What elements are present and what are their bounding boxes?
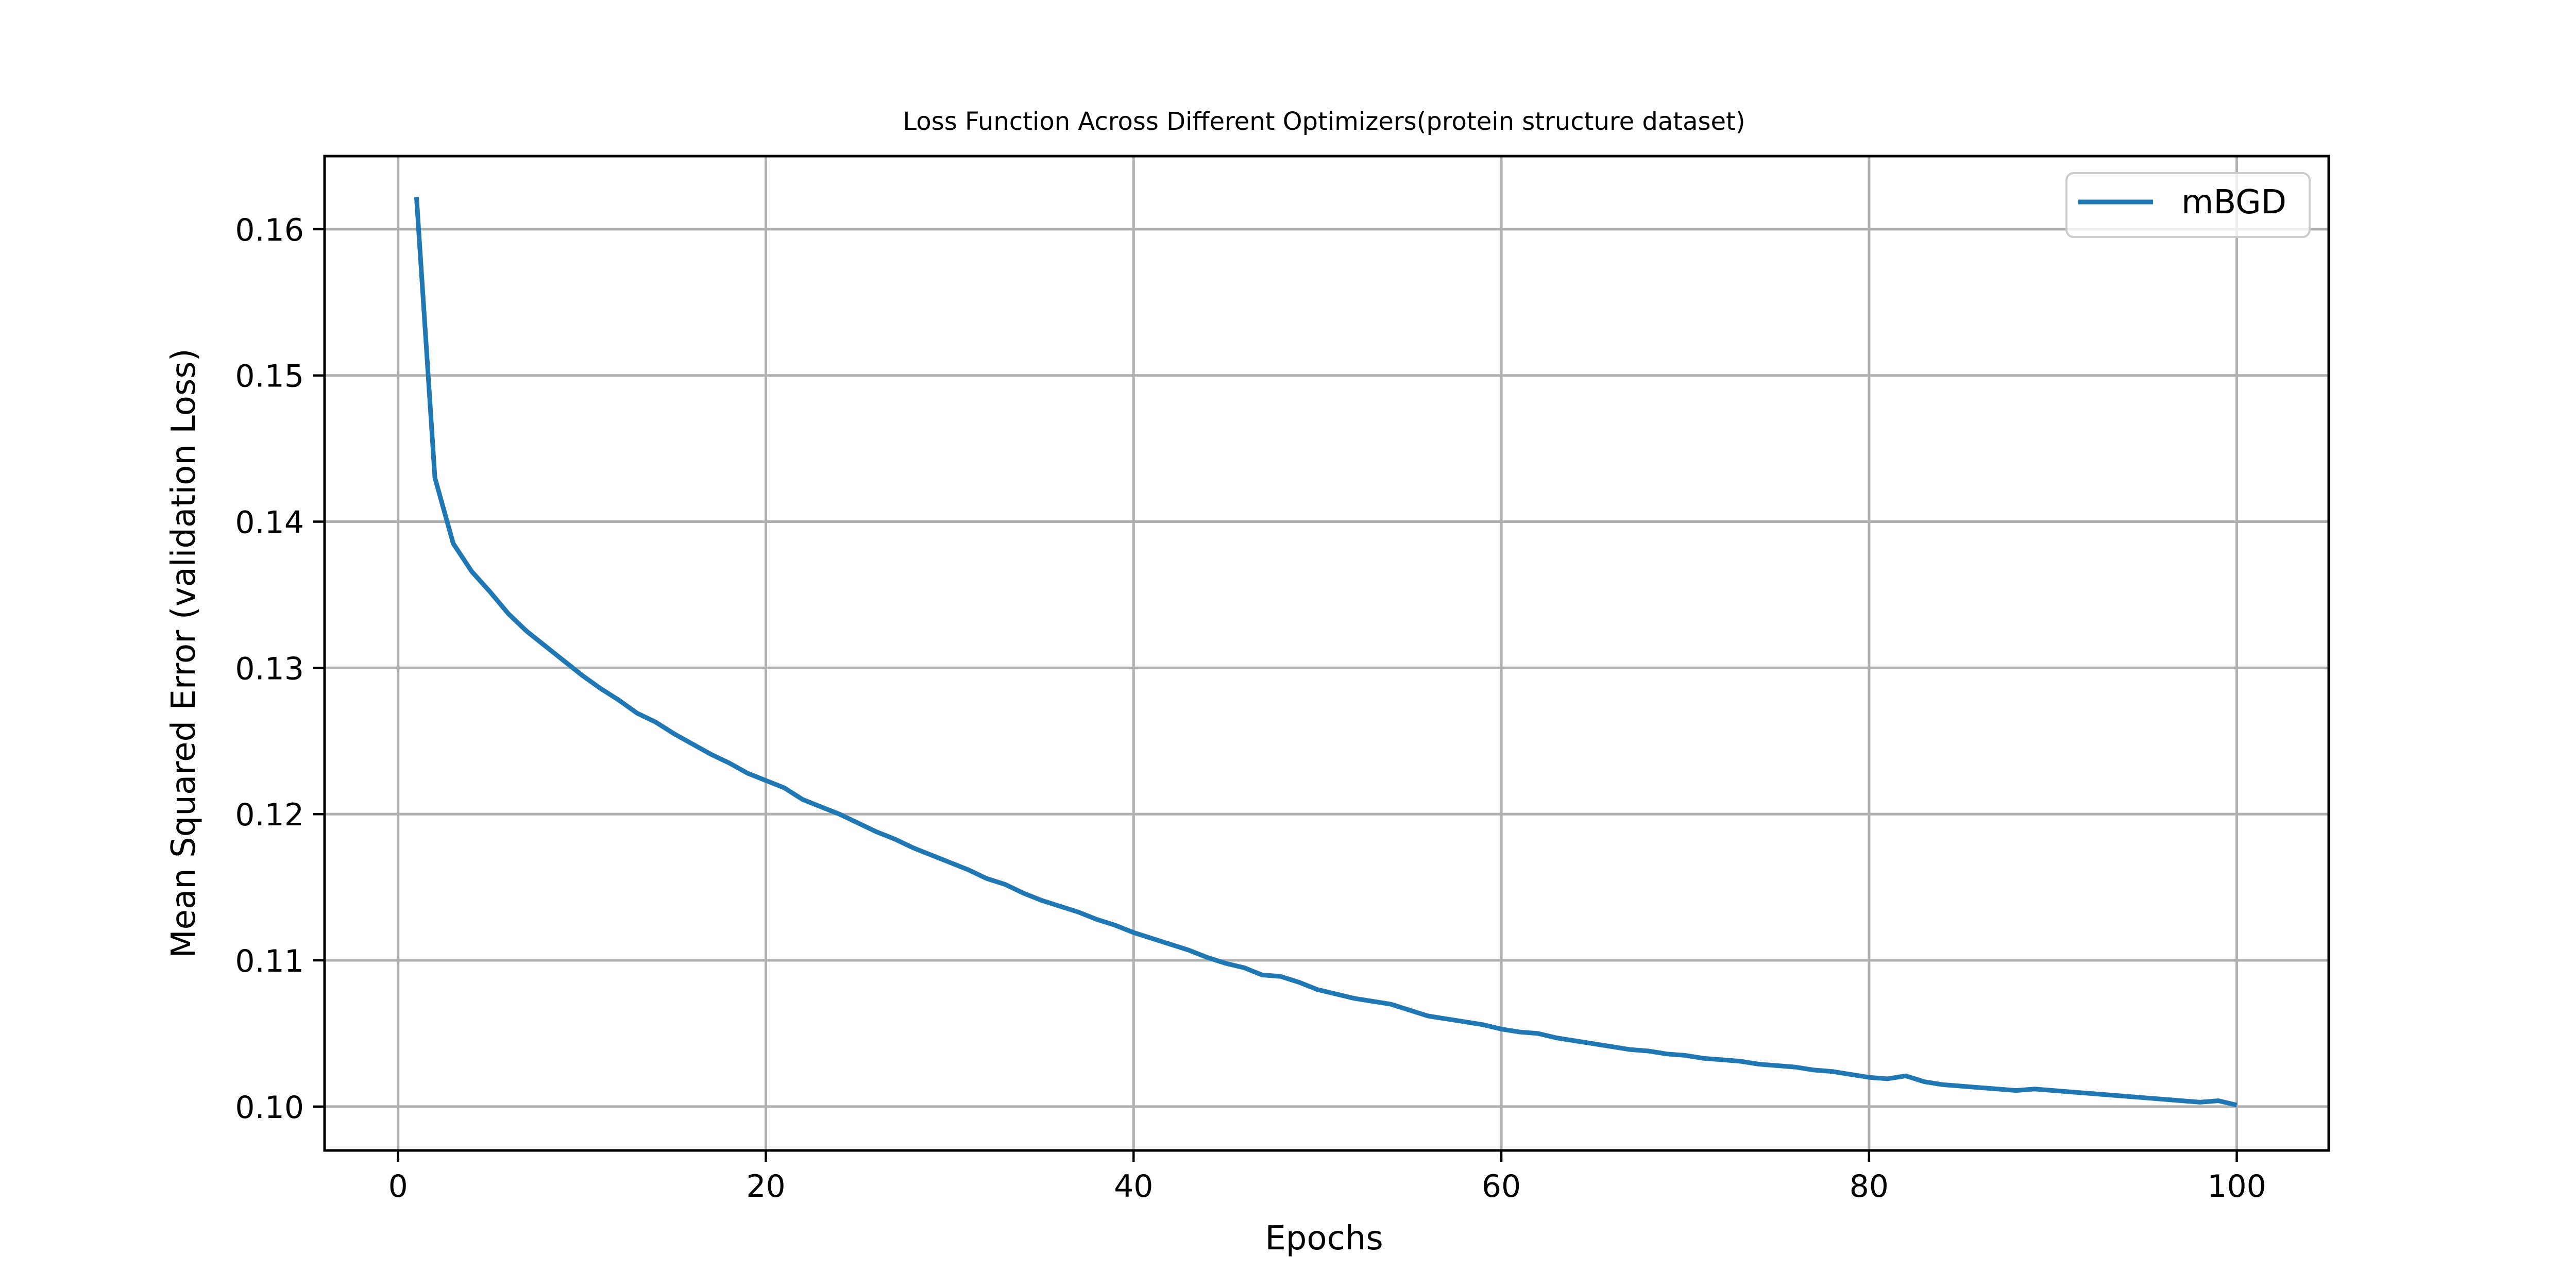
x-tick-label: 20 — [746, 1168, 785, 1205]
x-axis-label: Epochs — [1265, 1219, 1383, 1258]
y-tick-label: 0.12 — [235, 797, 304, 833]
y-tick-label: 0.15 — [235, 359, 304, 395]
plot-frame — [323, 155, 2330, 1152]
x-tick-label: 80 — [1850, 1168, 1889, 1205]
legend-label-mbgd: mBGD — [2181, 183, 2286, 222]
y-tick-label: 0.11 — [235, 943, 304, 979]
y-tick-label: 0.10 — [235, 1090, 304, 1126]
series-layer — [414, 197, 2238, 1108]
y-tick-label: 0.16 — [235, 212, 304, 248]
x-tick-label: 60 — [1482, 1168, 1521, 1205]
x-tick-label: 0 — [388, 1168, 408, 1205]
grid — [325, 156, 2329, 1150]
y-tick-label: 0.13 — [235, 651, 304, 687]
legend-box — [2065, 172, 2311, 238]
legend: mBGD — [2065, 172, 2311, 238]
y-axis-label: Mean Squared Error (validation Loss) — [165, 348, 203, 958]
series-line-mbgd — [414, 197, 2238, 1108]
y-tick-label: 0.14 — [235, 505, 304, 541]
chart-title: Loss Function Across Different Optimizer… — [903, 107, 1745, 136]
x-tick-label: 40 — [1114, 1168, 1153, 1205]
x-tick-label: 100 — [2207, 1168, 2266, 1205]
ticks: 0 20 40 60 80 100 0.10 0.11 0.12 0.13 0.14 0.15 0.16 — [235, 212, 2266, 1205]
